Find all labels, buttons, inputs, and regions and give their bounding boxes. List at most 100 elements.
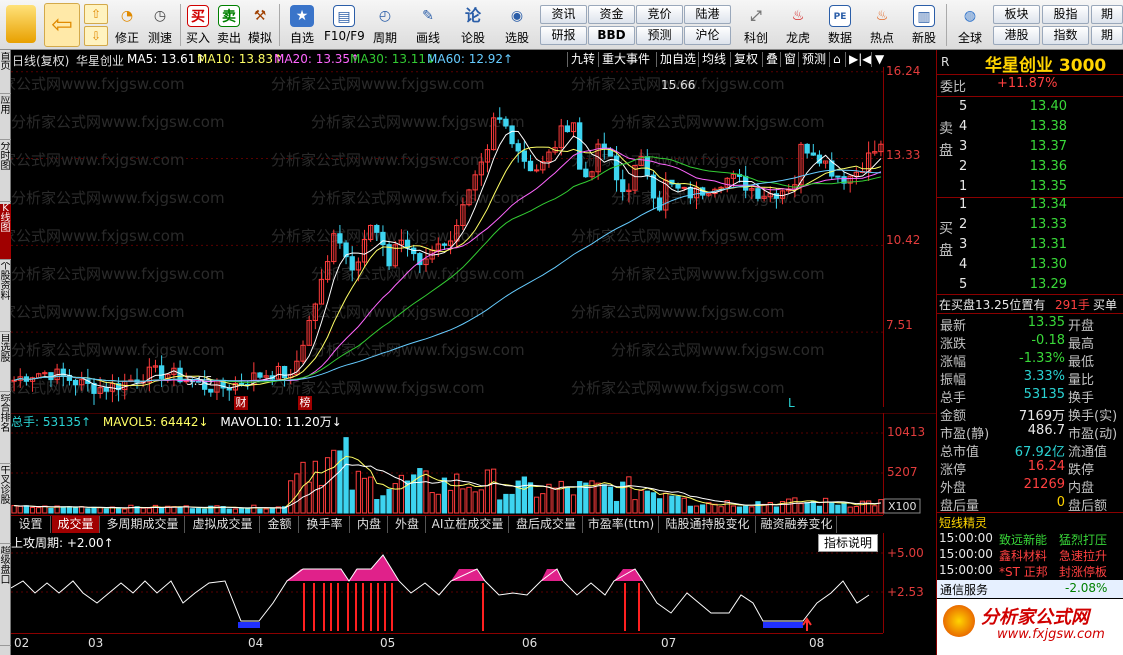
window-button[interactable]: 窗	[780, 52, 796, 67]
predict-button[interactable]: 预测	[798, 52, 826, 67]
tab-multi-period-volume[interactable]: 多周期成交量	[101, 516, 185, 533]
sector-button[interactable]: 板块	[993, 5, 1040, 24]
arrow-down-icon[interactable]: ⇩	[84, 26, 108, 46]
tab-watchlist[interactable]: 自选股	[0, 334, 11, 392]
quote-value: 21269	[1023, 477, 1065, 492]
bid-row[interactable]: 5 13.29	[937, 277, 1123, 297]
ask-row[interactable]: 2 13.36	[937, 159, 1123, 179]
hk-stock-button[interactable]: 港股	[993, 26, 1040, 45]
volume-bar	[91, 506, 97, 514]
expand-icon[interactable]: ▶|◀	[845, 52, 872, 67]
tab-diagnose[interactable]: 牛叉诊股	[0, 466, 11, 544]
service-label[interactable]: 通信服务	[940, 583, 989, 597]
tab-home[interactable]: 首页	[0, 52, 11, 94]
tab-pe-ttm[interactable]: 市盈率(ttm)	[584, 516, 659, 533]
tab-apps[interactable]: 应用	[0, 96, 11, 140]
volume-bar	[294, 473, 300, 514]
jingling-row[interactable]: 15:00:00 鑫科材料 急速拉升	[937, 547, 1123, 563]
l-marker[interactable]: L	[788, 396, 795, 410]
volume-bar	[577, 481, 583, 514]
nine-turn-button[interactable]: 九转	[567, 52, 595, 67]
discuss-button[interactable]: 论 论股	[456, 2, 490, 48]
tab-super-board[interactable]: 超级盘口	[0, 546, 11, 646]
index-button[interactable]: 指数	[1042, 26, 1089, 45]
research-button[interactable]: 研报	[540, 26, 587, 45]
tab-stock-info[interactable]: 个股资料	[0, 262, 11, 332]
adjust-button[interactable]: 复权	[730, 52, 758, 67]
volume-bar	[878, 499, 884, 514]
hk-connect-button[interactable]: 陆港	[684, 5, 731, 24]
indicator-chart[interactable]: +5.00 +2.53	[11, 533, 936, 633]
candle-body	[478, 161, 484, 176]
tab-volume[interactable]: 成交量	[52, 516, 100, 533]
tab-inner[interactable]: 内盘	[351, 516, 388, 533]
speed-button[interactable]: ◷ 测速	[145, 2, 175, 48]
candle-body	[417, 253, 423, 266]
add-watchlist-button[interactable]: 加自选	[656, 52, 696, 67]
news-button[interactable]: 资讯	[540, 5, 587, 24]
major-events-button[interactable]: 重大事件	[598, 52, 650, 67]
tab-afterhours-volume[interactable]: 盘后成交量	[510, 516, 583, 533]
futures-button[interactable]: 期	[1091, 5, 1123, 24]
tab-ai-volume[interactable]: AI立桩成交量	[427, 516, 509, 533]
bid-row[interactable]: 2 13.33	[937, 217, 1123, 237]
ask-row[interactable]: 4 13.38	[937, 119, 1123, 139]
tab-ranking[interactable]: 综合排名	[0, 394, 11, 464]
buy-button[interactable]: 买 买入	[184, 2, 212, 48]
tab-kline[interactable]: K线图	[0, 204, 11, 260]
tab-timeshare[interactable]: 分时图	[0, 142, 11, 202]
bid-row[interactable]: 1 13.34	[937, 197, 1123, 217]
tab-settings[interactable]: 设置	[11, 516, 51, 533]
ma-button[interactable]: 均线	[698, 52, 726, 67]
data-button[interactable]: PE 数据	[822, 2, 858, 48]
dropdown-icon[interactable]: ▼	[871, 52, 884, 67]
tab-hk-holding[interactable]: 陆股通持股变化	[660, 516, 756, 533]
shanghai-london-button[interactable]: 沪伦	[684, 26, 731, 45]
auction-button[interactable]: 竞价	[636, 5, 683, 24]
back-arrow-icon[interactable]: ⇦	[44, 3, 80, 47]
tab-amount[interactable]: 金额	[261, 516, 299, 533]
draw-button[interactable]: ✎ 画线	[410, 2, 446, 48]
ask-row[interactable]: 3 13.37	[937, 139, 1123, 159]
ask-row[interactable]: 1 13.35	[937, 179, 1123, 199]
forecast-button[interactable]: 预测	[636, 26, 683, 45]
home-icon[interactable]: ⌂	[829, 52, 841, 67]
arrow-up-icon[interactable]: ⇧	[84, 4, 108, 24]
volume-bar	[773, 506, 780, 514]
indicator-help-button[interactable]: 指标说明	[818, 534, 878, 552]
fund-button[interactable]: 资金	[588, 5, 635, 24]
sell-button[interactable]: 卖 卖出	[215, 2, 243, 48]
period-label[interactable]: 日线(复权)	[12, 54, 70, 68]
jingling-row[interactable]: 15:00:00 致远新能 猛烈打压	[937, 531, 1123, 547]
dragon-button[interactable]: ♨ 龙虎	[780, 2, 816, 48]
volume-chart[interactable]: 10413 5207 X100	[11, 413, 936, 515]
watchlist-button[interactable]: ★ 自选	[284, 2, 320, 48]
hot-button[interactable]: ♨ 热点	[864, 2, 900, 48]
tab-turnover[interactable]: 换手率	[300, 516, 350, 533]
finance-marker[interactable]: 财	[234, 396, 248, 410]
tab-virtual-volume[interactable]: 虚拟成交量	[186, 516, 260, 533]
newstock-button[interactable]: ▥ 新股	[906, 2, 942, 48]
globe-button[interactable]: ◍ 全球	[950, 2, 990, 48]
bid-row[interactable]: 3 13.31	[937, 237, 1123, 257]
volume-bar	[435, 493, 441, 514]
bid-row[interactable]: 4 13.30	[937, 257, 1123, 277]
jingling-row[interactable]: 15:00:00 *ST 正邦 封涨停板	[937, 563, 1123, 579]
kechuang-button[interactable]: ⤢ 科创	[738, 2, 774, 48]
futures-button-2[interactable]: 期	[1091, 26, 1123, 45]
bbd-button[interactable]: BBD	[588, 26, 635, 45]
candle-body	[318, 278, 325, 305]
simulate-button[interactable]: ⚒ 模拟	[246, 2, 274, 48]
candle-body	[595, 143, 601, 173]
select-stock-button[interactable]: ◉ 选股	[497, 2, 537, 48]
billboard-marker[interactable]: 榜	[298, 396, 312, 410]
f10-button[interactable]: ▤ F10/F9	[324, 2, 365, 48]
overlay-button[interactable]: 叠	[762, 52, 778, 67]
tab-outer[interactable]: 外盘	[389, 516, 426, 533]
fix-button[interactable]: ◔ 修正	[112, 2, 142, 48]
stock-index-button[interactable]: 股指	[1042, 5, 1089, 24]
ask-row[interactable]: 5 13.40	[937, 99, 1123, 119]
kline-chart[interactable]: 分析家公式网www.fxjgsw.com 分析家公式网www.fxjgsw.com…	[11, 67, 884, 411]
period-button[interactable]: ◴ 周期	[368, 2, 402, 48]
tab-margin[interactable]: 融资融券变化	[757, 516, 837, 533]
